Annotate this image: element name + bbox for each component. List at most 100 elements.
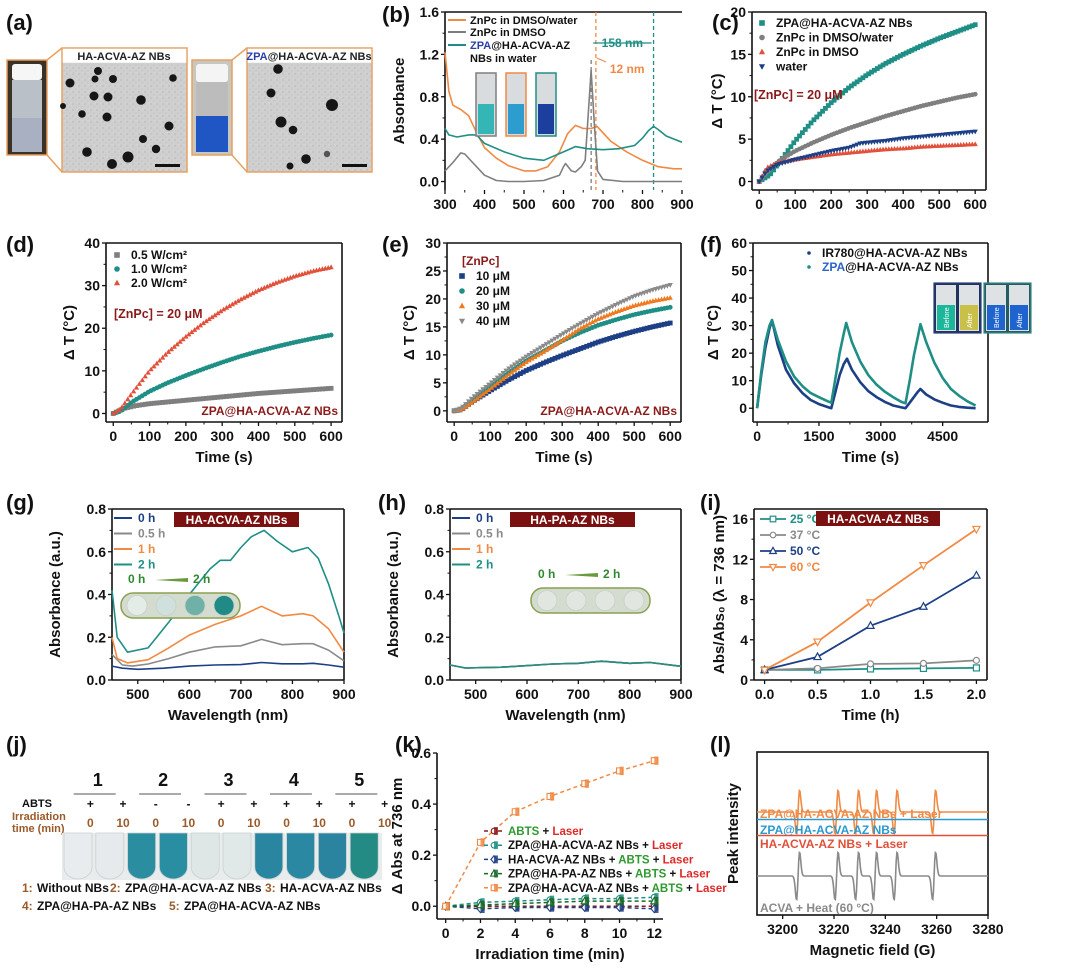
data-point <box>305 387 311 393</box>
legend: 25 °C 37 °C 50 °C 60 °C <box>760 512 820 574</box>
data-point <box>659 322 664 328</box>
y-tick-label: 8 <box>740 592 748 608</box>
series-line <box>111 638 345 667</box>
data-point <box>218 394 224 400</box>
data-point <box>609 304 616 310</box>
data-point <box>273 389 279 395</box>
tube <box>318 832 347 880</box>
y-tick-label: 5 <box>433 375 441 391</box>
data-point <box>938 35 944 41</box>
y-tick-label: 0.4 <box>412 796 432 812</box>
data-point <box>791 140 797 146</box>
caption-number: 1: <box>22 881 33 895</box>
data-point <box>575 322 581 328</box>
data-point <box>779 161 785 167</box>
series-label: ZPA@HA-ACVA-AZ NBs <box>760 823 897 837</box>
data-point <box>667 294 673 300</box>
group-number: 4 <box>289 770 299 790</box>
legend-title: [ZnPc] <box>462 254 499 268</box>
abts-sign: + <box>348 797 355 811</box>
data-point <box>972 129 978 135</box>
legend-label-prefix: ZPA <box>822 260 845 274</box>
x-tick-label: 500 <box>464 686 488 702</box>
data-point <box>486 382 492 388</box>
gradient-wedge <box>565 573 598 577</box>
legend-label: HA-ACVA-AZ NBs + ABTS + Laser <box>508 854 694 866</box>
x-tick-label: 3000 <box>865 428 896 444</box>
data-point <box>247 391 253 397</box>
data-point <box>886 59 892 65</box>
data-point <box>489 380 495 386</box>
data-point <box>215 310 221 316</box>
y-tick-label: 0 <box>738 174 746 190</box>
data-point <box>566 332 573 338</box>
data-point <box>857 77 863 83</box>
data-point <box>584 322 590 328</box>
caption-text: Without NBs <box>37 881 109 895</box>
x-axis-label: Time (s) <box>842 449 899 466</box>
panel-a: HA-ACVA-AZ NBs ZPA@HA-ACVA-AZ NBs <box>6 47 373 173</box>
panel-label-c: (c) <box>712 10 739 35</box>
data-point <box>491 382 498 388</box>
epr-spectrum-acva-heat <box>757 850 988 902</box>
vial-inset-photo: Before After Before After <box>933 282 1032 334</box>
panel-label-k: (k) <box>395 732 422 757</box>
data-point <box>471 397 477 403</box>
data-point <box>475 899 485 910</box>
data-point <box>664 283 670 289</box>
data-point <box>785 148 791 153</box>
legend-label: ZnPc in DMSO/water <box>470 15 578 27</box>
data-point <box>480 387 486 393</box>
data-point <box>328 264 334 270</box>
data-point <box>586 316 593 322</box>
legend-marker-fill <box>494 841 498 850</box>
legend-label: 40 μM <box>476 314 510 328</box>
y-tick-label: 0.8 <box>420 89 440 105</box>
data-point <box>618 332 624 338</box>
data-point <box>817 111 823 117</box>
data-point <box>296 388 302 393</box>
data-point <box>232 393 238 399</box>
title-badge <box>816 511 940 526</box>
data-point <box>768 171 774 177</box>
vial-liquid <box>960 305 978 330</box>
data-point <box>831 97 837 103</box>
chart-c-heating: 0 100 200 300 400 500 600 0 5 10 15 20 Δ T (°C) ZPA@H… <box>709 4 987 212</box>
title-badge <box>174 512 299 527</box>
data-point <box>492 385 497 391</box>
data-point <box>457 406 463 412</box>
data-point <box>256 391 261 396</box>
tem-image-1-title: HA-ACVA-AZ NBs <box>77 51 170 63</box>
cuvette-liquid <box>478 104 494 134</box>
data-point <box>183 397 189 403</box>
data-point <box>865 599 876 608</box>
group-number: 2 <box>158 770 168 790</box>
x-tick-label: 3260 <box>921 921 952 937</box>
x-tick-label: 800 <box>618 686 642 702</box>
data-point <box>541 360 546 366</box>
data-point <box>509 364 515 370</box>
data-point <box>549 357 555 362</box>
data-point <box>621 331 627 337</box>
data-point <box>308 387 314 393</box>
data-point <box>163 399 168 405</box>
data-point <box>636 327 641 333</box>
data-point <box>232 299 238 305</box>
legend-marker <box>490 841 498 850</box>
legend-label: 2.0 W/cm² <box>131 276 187 290</box>
panel-label-b: (b) <box>382 2 410 27</box>
data-point <box>145 369 151 375</box>
data-point <box>549 338 555 344</box>
tube <box>95 832 125 880</box>
x-axis-label: Time (h) <box>841 707 899 724</box>
data-point <box>517 358 524 364</box>
legend-marker <box>459 273 465 279</box>
data-point <box>512 367 518 373</box>
x-tick-label: 300 <box>856 196 880 212</box>
x-tick-label: 500 <box>512 196 536 212</box>
data-point <box>604 307 610 313</box>
legend-label: 30 μM <box>476 299 510 313</box>
abts-sign: - <box>186 797 190 811</box>
data-point <box>142 373 148 379</box>
tube <box>286 832 315 880</box>
